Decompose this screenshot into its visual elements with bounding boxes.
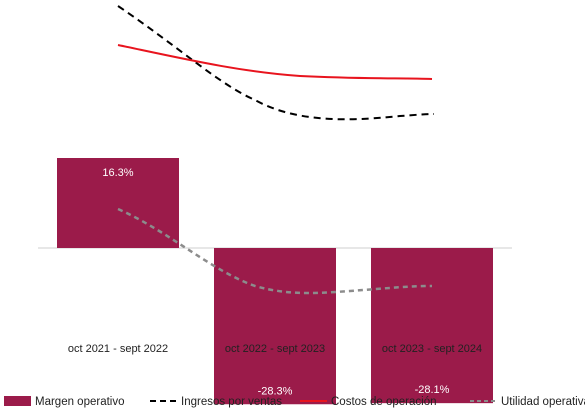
legend-label-1: Margen operativo xyxy=(35,396,125,408)
legend-item-1: Margen operativo xyxy=(4,396,125,408)
series-line-ingresos-por-ventas xyxy=(117,5,435,121)
x-axis-ticks: oct 2021 - sept 2022 oct 2022 - sept 2023… xyxy=(68,343,482,355)
series-line-utilidad-operativa xyxy=(117,207,433,295)
bar-label-2: -28.3% xyxy=(258,385,293,397)
bar-1 xyxy=(57,158,179,248)
series-line-costos-de-operacion xyxy=(117,44,433,80)
bar-2 xyxy=(214,248,336,405)
legend-label-4: Utilidad operativa xyxy=(501,396,585,408)
legend-label-2: Ingresos por ventas xyxy=(181,396,282,408)
legend-label-3: Costos de operación xyxy=(331,396,436,408)
bars-group xyxy=(57,158,493,405)
x-tick-label-2: oct 2022 - sept 2023 xyxy=(225,343,325,355)
legend-item-4: Utilidad operativa xyxy=(470,396,585,408)
bar-labels-group: 16.3% -28.3% -28.1% xyxy=(102,167,449,397)
legend-swatch-1 xyxy=(4,396,31,406)
bar-label-1: 16.3% xyxy=(102,167,133,179)
x-tick-label-1: oct 2021 - sept 2022 xyxy=(68,343,168,355)
legend-item-2: Ingresos por ventas xyxy=(150,396,282,408)
bar-label-3: -28.1% xyxy=(415,384,450,396)
legend: Margen operativo Ingresos por ventas Costo… xyxy=(4,396,585,408)
bar-3 xyxy=(371,248,493,404)
x-tick-label-3: oct 2023 - sept 2024 xyxy=(382,343,482,355)
legend-item-3: Costos de operación xyxy=(300,396,436,408)
